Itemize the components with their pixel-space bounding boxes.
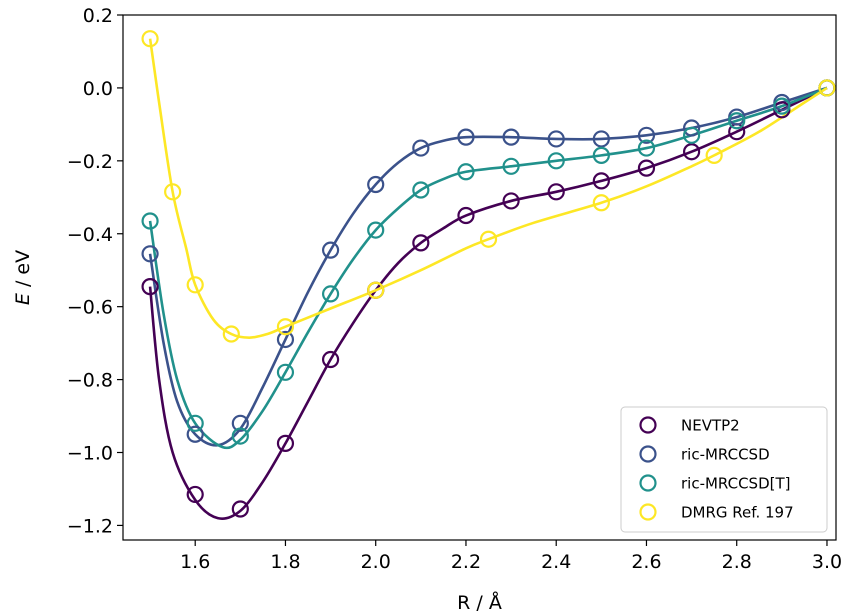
data-point-ric-mrccsd <box>547 130 565 148</box>
x-tick-label: 3.0 <box>812 551 842 573</box>
y-axis-label: E / eV <box>12 250 34 305</box>
y-axis-label-symbol: E <box>12 293 34 305</box>
data-point-dmrg-ref-197 <box>276 318 295 336</box>
data-point-nevtp2 <box>637 159 656 177</box>
legend-label: ric-MRCCSD <box>681 446 770 464</box>
x-tick-label: 2.8 <box>722 551 752 573</box>
data-point-nevtp2 <box>276 434 295 452</box>
series-line-dmrg-ref-197 <box>148 38 828 339</box>
legend-label: NEVTP2 <box>681 417 740 435</box>
data-point-dmrg-ref-197 <box>186 276 204 294</box>
data-point-nevtp2 <box>231 500 249 518</box>
y-tick-label: 0.0 <box>83 78 113 100</box>
data-point-ric-mrccsd-t <box>231 427 249 445</box>
legend-marker <box>639 445 657 463</box>
series-markers <box>141 30 836 518</box>
legend-label: ric-MRCCSD[T] <box>681 475 791 493</box>
x-tick-label: 2.6 <box>631 551 661 573</box>
data-point-dmrg-ref-197 <box>705 146 723 164</box>
y-tick-label: 0.2 <box>83 5 113 27</box>
data-point-ric-mrccsd <box>231 414 249 432</box>
data-point-dmrg-ref-197 <box>367 281 385 299</box>
x-axis-ticks: 1.6 1.8 2.0 2.2 2.4 2.6 2.8 3.0 <box>180 540 842 573</box>
data-point-ric-mrccsd-t <box>682 126 701 144</box>
x-tick-label: 2.2 <box>451 551 481 573</box>
x-axis-label: R / Å <box>457 591 502 613</box>
data-point-ric-mrccsd-t <box>412 181 430 199</box>
data-point-ric-mrccsd-t <box>637 139 656 157</box>
data-point-ric-mrccsd <box>412 139 430 157</box>
data-point-ric-mrccsd-t <box>502 157 520 175</box>
legend-box <box>620 406 828 533</box>
data-point-ric-mrccsd <box>186 425 204 443</box>
data-point-ric-mrccsd <box>367 175 385 194</box>
data-point-nevtp2 <box>592 172 610 190</box>
data-point-ric-mrccsd-t <box>773 97 791 115</box>
x-tick-label: 2.0 <box>361 551 391 573</box>
data-point-ric-mrccsd <box>321 241 340 259</box>
data-point-ric-mrccsd <box>502 128 520 146</box>
y-tick-label: −0.8 <box>67 370 113 392</box>
legend-marker <box>639 474 657 492</box>
y-tick-label: −0.6 <box>67 297 113 319</box>
y-axis-label-unit: / eV <box>12 250 34 293</box>
data-point-ric-mrccsd <box>592 130 610 148</box>
data-point-ric-mrccsd-t <box>592 146 610 164</box>
data-point-ric-mrccsd <box>682 119 701 137</box>
data-point-nevtp2 <box>186 485 204 504</box>
series-curves <box>148 38 828 520</box>
y-tick-label: −0.2 <box>67 151 113 173</box>
data-point-ric-mrccsd-t <box>547 152 565 170</box>
plot-frame <box>122 14 837 541</box>
data-point-ric-mrccsd-t <box>186 414 204 432</box>
data-point-dmrg-ref-197 <box>818 79 836 97</box>
data-point-dmrg-ref-197 <box>592 194 610 212</box>
x-tick-label: 2.4 <box>541 551 571 573</box>
data-point-ric-mrccsd-t <box>457 163 475 181</box>
data-point-nevtp2 <box>502 192 520 210</box>
data-point-ric-mrccsd-t <box>276 363 295 381</box>
data-point-dmrg-ref-197 <box>141 30 159 48</box>
data-point-ric-mrccsd-t <box>141 212 159 230</box>
x-tick-label: 1.6 <box>180 551 210 573</box>
legend-marker <box>639 416 657 434</box>
legend-label: DMRG Ref. 197 <box>681 504 794 522</box>
legend: NEVTP2 ric-MRCCSD ric-MRCCSD[T] DMRG Ref. 1… <box>620 406 828 533</box>
data-point-dmrg-ref-197 <box>164 183 182 201</box>
y-tick-label: −0.4 <box>67 224 113 246</box>
data-point-nevtp2 <box>547 183 565 201</box>
data-point-ric-mrccsd-t <box>321 285 340 303</box>
series-line-ric-mrccsd-t <box>148 86 828 450</box>
series-line-ric-mrccsd <box>148 86 828 447</box>
data-point-ric-mrccsd <box>276 330 295 349</box>
data-point-ric-mrccsd-t <box>728 112 746 130</box>
y-tick-label: −1.2 <box>67 515 113 537</box>
data-point-nevtp2 <box>321 350 340 369</box>
y-tick-label: −1.0 <box>67 443 113 465</box>
data-point-nevtp2 <box>682 143 701 161</box>
legend-marker <box>639 503 657 521</box>
data-point-nevtp2 <box>412 234 430 252</box>
data-point-ric-mrccsd-t <box>367 221 385 239</box>
series-line-nevtp2 <box>148 86 828 520</box>
data-point-nevtp2 <box>141 278 159 296</box>
data-point-dmrg-ref-197 <box>222 325 240 343</box>
data-point-dmrg-ref-197 <box>479 230 498 248</box>
x-tick-label: 1.8 <box>270 551 300 573</box>
data-point-ric-mrccsd <box>637 126 656 144</box>
data-point-nevtp2 <box>457 206 475 225</box>
y-axis-ticks: 0.2 0.0 −0.2 −0.4 −0.6 −0.8 −1.0 −1.2 <box>67 5 123 537</box>
data-point-ric-mrccsd <box>141 245 159 263</box>
data-point-ric-mrccsd <box>457 128 475 146</box>
